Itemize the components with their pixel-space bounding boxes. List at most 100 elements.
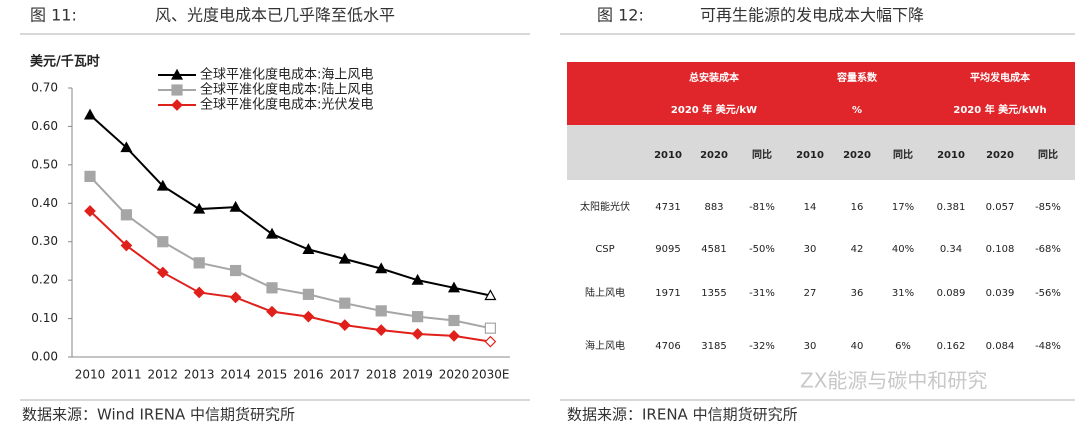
- legend-marker: [170, 68, 184, 80]
- table-cell: -68%: [1035, 244, 1061, 255]
- table-cell: 3185: [701, 341, 726, 352]
- y-tick-label: 0.50: [31, 157, 58, 171]
- sub-header: 同比: [893, 148, 913, 161]
- table-cell: 1971: [655, 288, 680, 299]
- x-tick-label: 2020: [439, 368, 470, 382]
- table-cell: 0.108: [986, 244, 1015, 255]
- row-label: 陆上风电: [585, 286, 625, 299]
- table-cell: 0.039: [986, 288, 1015, 299]
- point: [447, 281, 461, 293]
- x-tick-label: 2015: [257, 368, 288, 382]
- table-cell: 0.084: [986, 341, 1015, 352]
- series-line: [89, 175, 491, 330]
- table-cell: 14: [804, 202, 817, 213]
- point: [156, 266, 169, 279]
- row-label: 太阳能光伏: [580, 200, 630, 213]
- table-cell: 0.162: [937, 341, 966, 352]
- point: [157, 236, 169, 248]
- group-unit: 2020 年 美元/kWh: [953, 103, 1046, 116]
- group-unit: %: [852, 105, 862, 116]
- table-cell: -81%: [749, 202, 775, 213]
- table-cell: 4731: [655, 202, 680, 213]
- x-tick-label: 2013: [184, 368, 215, 382]
- x-tick-label: 2019: [402, 368, 433, 382]
- table-cell: -48%: [1035, 341, 1061, 352]
- point: [266, 282, 278, 294]
- source: 数据来源：IRENA 中信期货研究所: [567, 406, 798, 424]
- table-cell: 0.089: [937, 288, 966, 299]
- point: [120, 141, 133, 153]
- table-cell: 4581: [701, 244, 726, 255]
- y-tick-label: 0.30: [31, 234, 58, 248]
- x-tick-label: 2017: [330, 368, 361, 382]
- y-tick-label: 0.60: [31, 119, 58, 133]
- point: [193, 257, 205, 269]
- point: [193, 286, 206, 299]
- legend-marker: [171, 99, 183, 111]
- chart-title: 风、光度电成本已几乎降至低水平: [155, 6, 395, 25]
- legend-marker: [171, 84, 183, 96]
- figure-label: 图 11:: [30, 6, 77, 25]
- table-cell: 0.057: [986, 202, 1015, 213]
- point: [375, 305, 387, 317]
- point: [375, 262, 388, 274]
- legend-label: 全球平准化度电成本:光伏发电: [200, 97, 373, 113]
- source: 数据来源：Wind IRENA 中信期货研究所: [22, 406, 295, 424]
- sub-header: 2020: [700, 150, 728, 161]
- table-cell: -50%: [749, 244, 775, 255]
- point: [412, 311, 424, 323]
- group-header: 平均发电成本: [970, 71, 1031, 84]
- point: [229, 200, 242, 212]
- table-cell: 30: [804, 341, 817, 352]
- point: [156, 179, 169, 191]
- table-cell: -85%: [1035, 202, 1061, 213]
- table-cell: 36: [851, 288, 864, 299]
- legend-label: 全球平准化度电成本:陆上风电: [200, 82, 373, 98]
- sub-header: 2020: [843, 150, 871, 161]
- point: [84, 170, 96, 182]
- table-header-band: [567, 62, 1075, 125]
- y-axis-label: 美元/千瓦时: [30, 54, 100, 70]
- table-cell: 16: [851, 202, 864, 213]
- table-cell: -32%: [749, 341, 775, 352]
- point: [411, 273, 424, 285]
- table-title: 可再生能源的发电成本大幅下降: [700, 6, 924, 25]
- x-tick-label: 2030E: [471, 368, 509, 382]
- table-cell: 27: [804, 288, 817, 299]
- y-tick-label: 0.20: [31, 273, 58, 287]
- table-cell: 17%: [892, 202, 914, 213]
- y-tick-label: 0.00: [31, 350, 58, 364]
- point: [193, 202, 206, 214]
- table-cell: 40: [851, 341, 864, 352]
- table-cell: 4706: [655, 341, 680, 352]
- point: [266, 305, 278, 318]
- point: [411, 328, 424, 340]
- point: [230, 264, 242, 277]
- point: [484, 289, 497, 301]
- point: [484, 322, 496, 334]
- point: [120, 209, 133, 221]
- table-cell: 0.34: [940, 244, 962, 255]
- table-cell: 9095: [655, 244, 680, 255]
- table-cell: 42: [851, 244, 864, 255]
- row-label: CSP: [595, 244, 614, 255]
- y-tick-label: 0.70: [31, 81, 58, 95]
- point: [120, 239, 133, 252]
- x-tick-label: 2011: [111, 368, 142, 382]
- point: [265, 227, 279, 239]
- y-tick-label: 0.10: [31, 311, 58, 325]
- point: [375, 324, 388, 336]
- table-cell: 40%: [892, 244, 914, 255]
- sub-header: 2010: [796, 150, 824, 161]
- table-subheader-band: [567, 125, 1075, 180]
- table-cell: 6%: [895, 341, 911, 352]
- point: [302, 288, 314, 300]
- x-tick-label: 2016: [293, 368, 324, 382]
- point: [338, 319, 351, 331]
- figure-label: 图 12:: [597, 6, 644, 25]
- x-tick-label: 2018: [366, 368, 397, 382]
- point: [448, 314, 460, 327]
- table-cell: -31%: [749, 288, 775, 299]
- y-tick-label: 0.40: [31, 196, 58, 210]
